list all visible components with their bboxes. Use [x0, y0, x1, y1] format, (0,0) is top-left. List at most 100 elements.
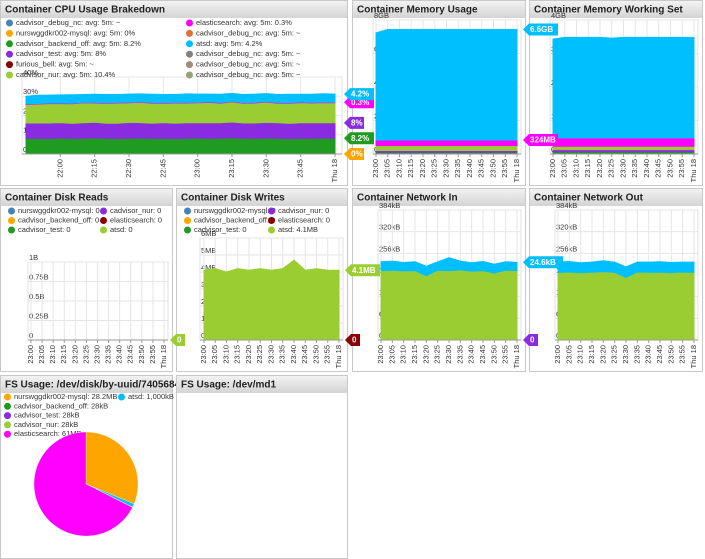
panel-title: Container Memory Usage [357, 5, 478, 16]
panel-header [530, 1, 702, 18]
legend-swatch [186, 19, 193, 27]
panel: Container Network In064kB128kB192kB256kB… [352, 188, 526, 372]
legend-swatch [6, 71, 13, 79]
badge-label: 0% [351, 150, 363, 159]
panel: FS Usage: /dev/md1 [176, 375, 348, 559]
legend-label: cadvisor_debug_nc: avg: 5m: ~ [196, 70, 301, 79]
y-tick-label: 0 [201, 331, 205, 340]
x-tick-label: 23:20 [421, 345, 430, 364]
value-badge: 8.2% [344, 132, 374, 145]
x-tick-label: Thu 18 [159, 345, 168, 368]
x-tick-label: 23:05 [560, 159, 569, 178]
x-tick-label: 23:30 [92, 345, 101, 364]
area [25, 92, 336, 105]
badge-label: 24.6kB [530, 258, 556, 267]
x-tick-label: 23:35 [278, 345, 287, 364]
area [552, 137, 695, 147]
area [557, 271, 695, 341]
legend-label: cadvisor_debug_nc: avg: 5m: ~ [196, 28, 301, 37]
badge-label: 0 [352, 336, 357, 345]
panel-title: FS Usage: /dev/disk/by-uuid/74056841... [5, 380, 194, 391]
x-tick-label: 23:10 [221, 345, 230, 364]
x-tick-label: 23:45 [655, 345, 664, 364]
x-tick-label: 23:20 [70, 345, 79, 364]
panel-frame [176, 375, 348, 559]
y-tick-label: 384kB [379, 201, 400, 210]
area [25, 137, 336, 155]
legend-label: cadvisor_test: avg: 5m: 8% [16, 49, 106, 58]
x-tick-label: 23:05 [383, 159, 392, 178]
panel-header [353, 189, 525, 206]
legend-swatch [4, 412, 11, 420]
panel: Container Network Out064kB128kB192kB256k… [529, 188, 703, 372]
y-tick-label: 6MB [201, 229, 216, 238]
legend-swatch [100, 207, 107, 215]
legend-swatch [186, 40, 193, 48]
legend-label: nurswggdkr002-mysql: avg: 5m: 0% [16, 28, 136, 37]
badge-label: 8.2% [351, 134, 369, 143]
area [25, 121, 336, 140]
x-tick-label: 23:55 [677, 159, 686, 178]
x-tick-label: 23:50 [311, 345, 320, 364]
legend-label: cadvisor_backend_off: 0 [18, 215, 99, 224]
x-tick-label: 23:30 [618, 159, 627, 178]
legend-label: cadvisor_nur: 28kB [14, 420, 78, 429]
panel: Container Memory Working Set01GB2GB3GB4G… [529, 0, 703, 186]
x-tick-label: 23:20 [244, 345, 253, 364]
x-tick-label: 23:50 [489, 345, 498, 364]
y-tick-label: 320kB [379, 223, 400, 232]
x-tick-label: 23:00 [193, 159, 202, 178]
area [380, 269, 518, 341]
x-tick-label: 23:40 [642, 159, 651, 178]
legend-swatch [8, 217, 15, 224]
legend-swatch [118, 393, 125, 401]
badge-shape [345, 334, 360, 346]
badge-shape [523, 256, 563, 269]
x-tick-label: 23:05 [37, 345, 46, 364]
badge-label: 0 [177, 336, 182, 345]
x-tick-label: 23:15 [587, 345, 596, 364]
legend-label: cadvisor_debug_nc: avg: 5m: ~ [196, 60, 301, 69]
legend-label: nurswggdkr002-mysql: 28.2MB [14, 392, 117, 401]
panel: FS Usage: /dev/disk/by-uuid/74056841...n… [0, 375, 194, 559]
x-tick-label: 23:15 [583, 159, 592, 178]
x-tick-label: 23:25 [255, 345, 264, 364]
x-tick-label: 23:05 [210, 345, 219, 364]
y-tick-label: 256kB [379, 244, 400, 253]
y-tick-label: 5MB [201, 246, 216, 255]
legend-label: elasticsearch: 0 [278, 215, 330, 224]
x-tick-label: 23:30 [261, 159, 270, 178]
y-tick-label: 8GB [374, 11, 389, 20]
x-tick-label: 23:50 [665, 159, 674, 178]
y-tick-label: 1B [29, 253, 38, 262]
x-tick-label: 23:00 [553, 345, 562, 364]
x-tick-label: 23:45 [126, 345, 135, 364]
x-tick-label: 23:20 [598, 345, 607, 364]
legend-swatch [4, 421, 11, 429]
x-tick-label: Thu 18 [512, 159, 521, 182]
x-tick-label: 23:15 [406, 159, 415, 178]
x-tick-label: 23:00 [371, 159, 380, 178]
x-tick-label: 23:35 [453, 159, 462, 178]
badge-shape [344, 148, 364, 160]
panel-header [1, 189, 172, 206]
legend-label: cadvisor_backend_off: 28kB [14, 401, 108, 410]
panel-header [1, 376, 172, 393]
badge-shape [344, 116, 364, 129]
legend-label: cadvisor_backend_off: 0 [194, 215, 275, 224]
x-tick-label: 23:00 [548, 159, 557, 178]
badge-shape [344, 88, 374, 101]
y-tick-label: 4MB [201, 263, 216, 272]
x-tick-label: 23:45 [300, 345, 309, 364]
y-tick-label: 384kB [556, 201, 577, 210]
x-tick-label: 23:35 [632, 345, 641, 364]
area [552, 36, 695, 139]
panel-title: Container Network In [357, 193, 458, 204]
badge-label: 4.2% [351, 90, 369, 99]
legend-label: atsd: 0 [110, 225, 133, 234]
legend-swatch [186, 29, 193, 37]
x-tick-label: 23:55 [678, 345, 687, 364]
area [557, 260, 695, 278]
x-tick-label: 23:40 [465, 159, 474, 178]
